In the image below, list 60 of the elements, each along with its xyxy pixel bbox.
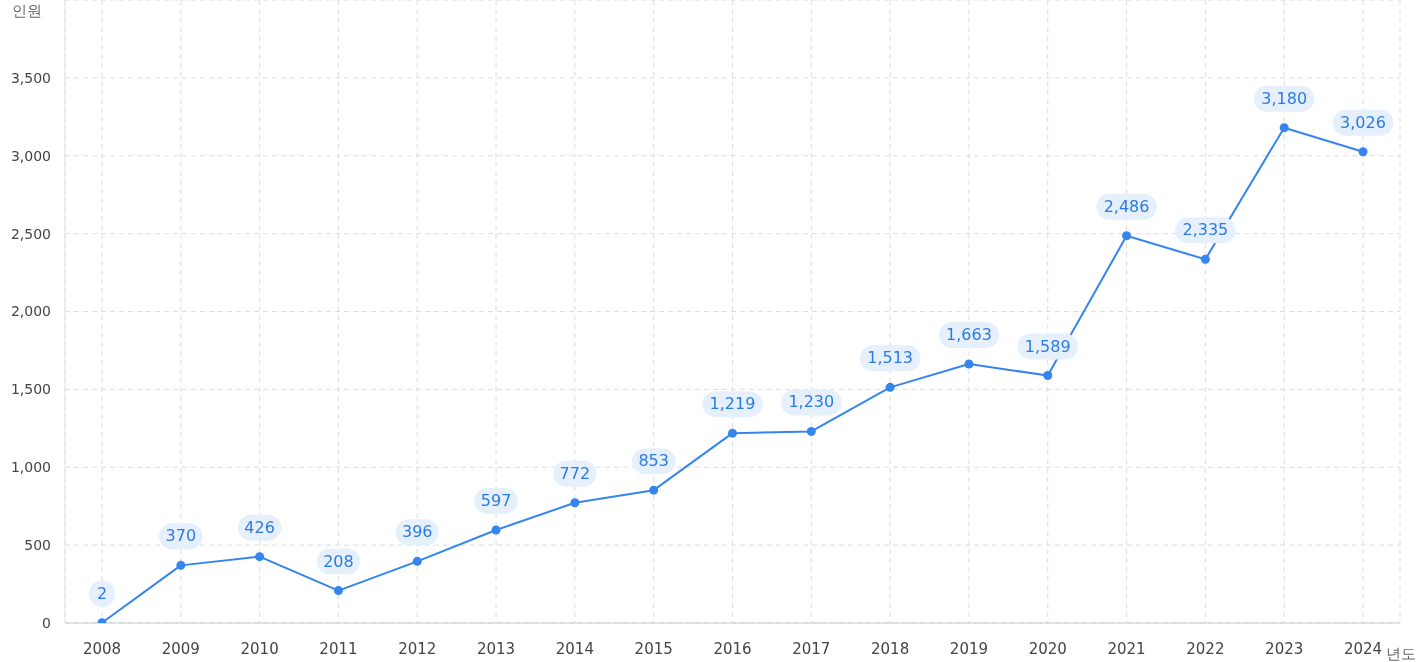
y-tick-label: 2,000	[10, 303, 51, 320]
point	[1279, 123, 1289, 133]
point	[806, 426, 816, 436]
point	[255, 552, 265, 562]
x-axis-title: 년도	[1386, 645, 1416, 662]
data-label: 1,513	[867, 348, 914, 368]
point	[412, 556, 422, 566]
point	[649, 485, 659, 495]
x-tick-label: 2014	[555, 639, 594, 658]
y-tick-label: 3,500	[10, 69, 51, 86]
x-tick-label: 2008	[82, 639, 122, 658]
y-tick-label: 3,000	[10, 147, 51, 164]
x-tick-label: 2022	[1186, 639, 1225, 658]
x-tick-label: 2011	[319, 639, 358, 658]
y-tick-label: 1,000	[10, 459, 51, 476]
data-label: 3,026	[1340, 112, 1386, 132]
x-tick-label: 2017	[792, 639, 831, 658]
point	[1358, 147, 1368, 157]
data-label: 853	[638, 451, 669, 471]
data-label: 1,663	[946, 324, 992, 344]
point	[1122, 231, 1132, 241]
x-tick-label: 2015	[634, 639, 673, 658]
data-label: 370	[165, 526, 197, 546]
x-tick-label: 2012	[398, 639, 437, 658]
data-label: 1,589	[1024, 336, 1071, 356]
x-tick-label: 2013	[476, 639, 516, 658]
point	[964, 359, 974, 369]
y-tick-label: 1,500	[10, 381, 51, 398]
x-tick-label: 2023	[1265, 639, 1304, 658]
point	[333, 586, 343, 596]
x-tick-label: 2019	[949, 639, 989, 658]
x-tick-label: 2010	[240, 639, 279, 658]
data-label: 772	[559, 463, 591, 483]
y-tick-label: 0	[42, 614, 51, 631]
x-tick-label: 2009	[161, 639, 200, 658]
data-label: 1,230	[788, 392, 835, 412]
y-tick-label: 500	[24, 537, 51, 554]
data-label: 2,335	[1182, 220, 1229, 240]
x-tick-label: 2016	[713, 639, 752, 658]
data-label: 1,219	[709, 394, 756, 414]
y-axis-title: 인원	[12, 2, 42, 21]
x-tick-label: 2020	[1028, 639, 1067, 658]
x-tick-label: 2018	[871, 639, 910, 658]
point	[885, 382, 895, 392]
x-tick-label: 2021	[1107, 639, 1146, 658]
data-label: 426	[244, 517, 275, 537]
x-tick-label: 2024	[1343, 639, 1383, 658]
point	[1200, 254, 1210, 264]
data-label: 2	[96, 583, 108, 603]
point	[491, 525, 501, 535]
point	[1043, 371, 1053, 381]
data-label: 597	[480, 491, 512, 511]
y-tick-label: 2,500	[10, 225, 51, 242]
point	[570, 498, 580, 508]
point	[176, 560, 186, 570]
data-label: 2,486	[1103, 196, 1150, 216]
data-label: 396	[401, 522, 433, 542]
point	[728, 428, 737, 438]
data-label: 3,180	[1261, 88, 1308, 108]
data-label: 208	[323, 551, 354, 571]
